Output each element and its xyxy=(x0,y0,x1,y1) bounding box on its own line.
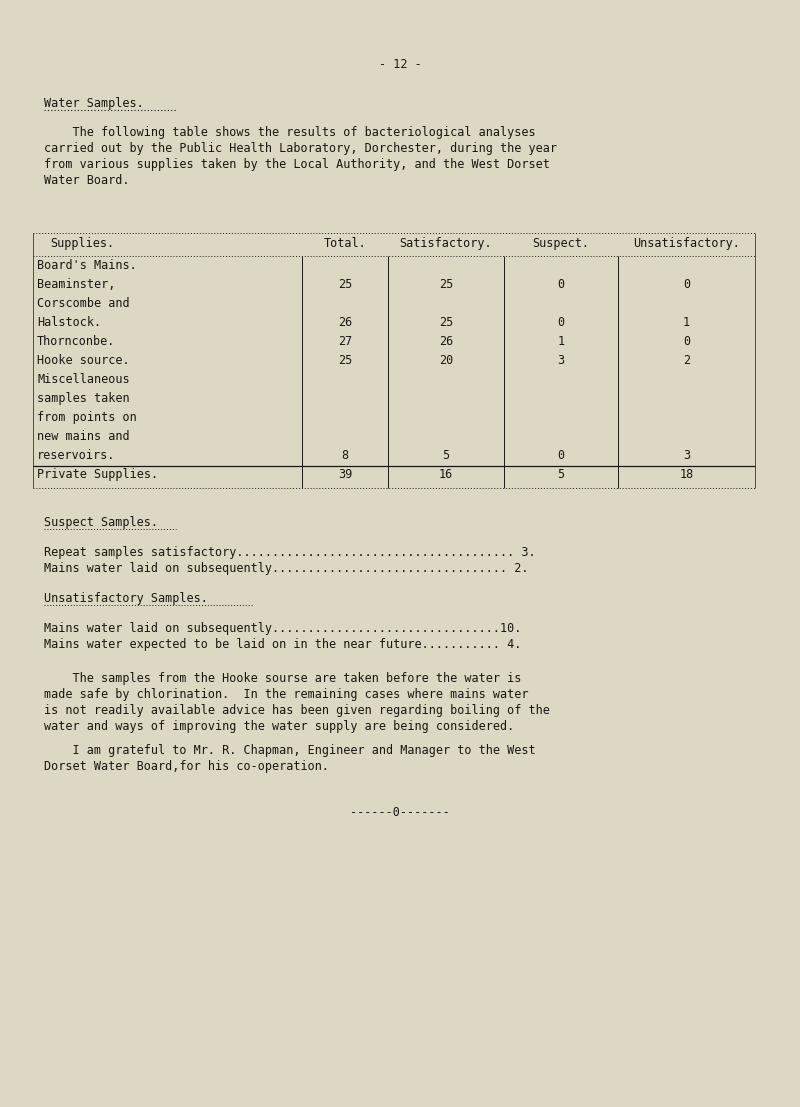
Text: 1: 1 xyxy=(558,335,565,348)
Text: 3: 3 xyxy=(683,449,690,462)
Text: 26: 26 xyxy=(338,315,352,329)
Text: 20: 20 xyxy=(439,354,453,368)
Text: 25: 25 xyxy=(439,315,453,329)
Text: Board's Mains.: Board's Mains. xyxy=(37,259,137,272)
Text: Miscellaneous: Miscellaneous xyxy=(37,373,130,386)
Text: made safe by chlorination.  In the remaining cases where mains water: made safe by chlorination. In the remain… xyxy=(44,687,529,701)
Text: 0: 0 xyxy=(558,278,565,291)
Text: Mains water laid on subsequently................................. 2.: Mains water laid on subsequently........… xyxy=(44,562,529,575)
Text: 5: 5 xyxy=(558,468,565,482)
Text: 2: 2 xyxy=(683,354,690,368)
Text: new mains and: new mains and xyxy=(37,430,130,443)
Text: Supplies.: Supplies. xyxy=(50,237,114,250)
Text: 0: 0 xyxy=(558,315,565,329)
Text: ------0-------: ------0------- xyxy=(350,806,450,819)
Text: Mains water expected to be laid on in the near future........... 4.: Mains water expected to be laid on in th… xyxy=(44,638,522,651)
Text: Water Samples.: Water Samples. xyxy=(44,97,144,110)
Text: 0: 0 xyxy=(683,335,690,348)
Text: carried out by the Public Health Laboratory, Dorchester, during the year: carried out by the Public Health Laborat… xyxy=(44,142,557,155)
Text: The samples from the Hooke sourse are taken before the water is: The samples from the Hooke sourse are ta… xyxy=(44,672,522,685)
Text: Mains water laid on subsequently................................10.: Mains water laid on subsequently........… xyxy=(44,622,522,635)
Text: Total.: Total. xyxy=(324,237,366,250)
Text: Unsatisfactory Samples.: Unsatisfactory Samples. xyxy=(44,592,208,606)
Text: The following table shows the results of bacteriological analyses: The following table shows the results of… xyxy=(44,126,536,139)
Text: 16: 16 xyxy=(439,468,453,482)
Text: samples taken: samples taken xyxy=(37,392,130,405)
Text: 0: 0 xyxy=(558,449,565,462)
Text: 5: 5 xyxy=(442,449,450,462)
Text: Private Supplies.: Private Supplies. xyxy=(37,468,158,482)
Text: Hooke source.: Hooke source. xyxy=(37,354,130,368)
Text: 25: 25 xyxy=(439,278,453,291)
Text: from various supplies taken by the Local Authority, and the West Dorset: from various supplies taken by the Local… xyxy=(44,158,550,170)
Text: Beaminster,: Beaminster, xyxy=(37,278,115,291)
Text: 27: 27 xyxy=(338,335,352,348)
Text: 3: 3 xyxy=(558,354,565,368)
Text: 8: 8 xyxy=(342,449,349,462)
Text: Suspect Samples.: Suspect Samples. xyxy=(44,516,158,529)
Text: Water Board.: Water Board. xyxy=(44,174,130,187)
Text: Unsatisfactory.: Unsatisfactory. xyxy=(633,237,740,250)
Text: reservoirs.: reservoirs. xyxy=(37,449,115,462)
Text: 25: 25 xyxy=(338,278,352,291)
Text: Corscombe and: Corscombe and xyxy=(37,297,130,310)
Text: is not readily available advice has been given regarding boiling of the: is not readily available advice has been… xyxy=(44,704,550,717)
Text: 1: 1 xyxy=(683,315,690,329)
Text: 26: 26 xyxy=(439,335,453,348)
Text: water and ways of improving the water supply are being considered.: water and ways of improving the water su… xyxy=(44,720,514,733)
Text: Suspect.: Suspect. xyxy=(533,237,590,250)
Text: 0: 0 xyxy=(683,278,690,291)
Text: Halstock.: Halstock. xyxy=(37,315,101,329)
Text: 39: 39 xyxy=(338,468,352,482)
Text: Satisfactory.: Satisfactory. xyxy=(400,237,492,250)
Text: from points on: from points on xyxy=(37,411,137,424)
Text: Thornconbe.: Thornconbe. xyxy=(37,335,115,348)
Text: Dorset Water Board,for his co-operation.: Dorset Water Board,for his co-operation. xyxy=(44,761,329,773)
Text: 25: 25 xyxy=(338,354,352,368)
Text: 18: 18 xyxy=(679,468,694,482)
Text: Repeat samples satisfactory....................................... 3.: Repeat samples satisfactory.............… xyxy=(44,546,536,559)
Text: - 12 -: - 12 - xyxy=(378,58,422,71)
Text: I am grateful to Mr. R. Chapman, Engineer and Manager to the West: I am grateful to Mr. R. Chapman, Enginee… xyxy=(44,744,536,757)
